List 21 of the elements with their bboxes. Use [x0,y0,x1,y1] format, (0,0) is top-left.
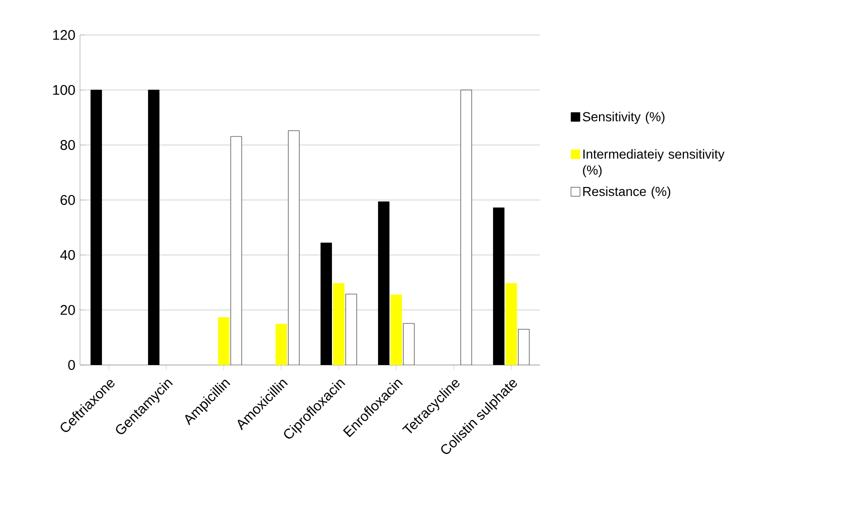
y-tick-label: 40 [60,250,75,260]
bar [518,329,530,365]
legend-label: Sensitivity (%) [582,112,664,124]
y-tick-label: 60 [60,195,75,205]
bar [346,294,357,365]
y-tick-label: 20 [60,305,75,315]
bar [320,242,332,365]
bar [403,323,414,365]
bar [493,207,504,365]
bar [460,90,472,365]
bar [90,90,102,365]
bar [288,130,300,365]
y-tick-label: 120 [53,30,75,40]
legend-label: Intermediateiy sensitivity (%) [583,149,724,178]
bar [230,136,242,365]
y-tick-label: 100 [53,85,75,95]
bar [378,201,390,365]
y-tick-label: 0 [68,360,75,370]
legend-label: Resistance (%) [583,186,670,199]
bar [148,90,160,365]
y-tick-label: 80 [60,140,75,150]
